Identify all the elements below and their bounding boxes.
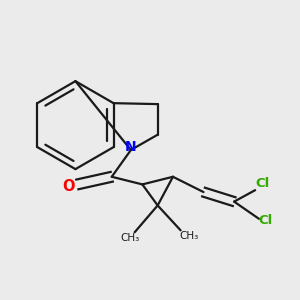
Text: N: N — [125, 140, 137, 154]
Text: Cl: Cl — [259, 214, 273, 227]
Text: Cl: Cl — [255, 177, 269, 190]
Text: CH₃: CH₃ — [120, 233, 140, 243]
Text: CH₃: CH₃ — [179, 231, 199, 241]
Text: O: O — [63, 179, 75, 194]
